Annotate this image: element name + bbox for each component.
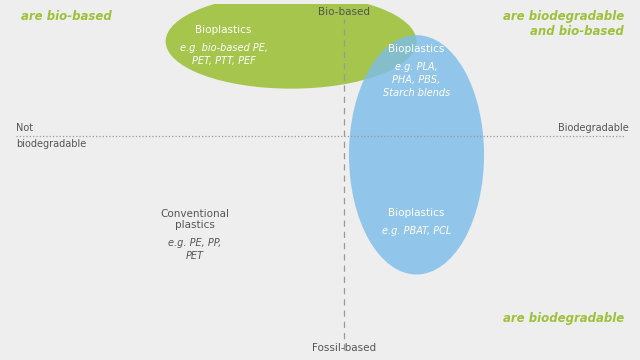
Text: Fossil-based: Fossil-based [312,343,376,353]
Text: biodegradable: biodegradable [16,139,86,149]
Text: Biodegradable: Biodegradable [558,123,628,133]
Text: Bio-based: Bio-based [318,7,370,17]
Text: e.g. PLA,
PHA, PBS,
Starch blends: e.g. PLA, PHA, PBS, Starch blends [383,62,450,98]
Text: e.g. bio-based PE,
PET, PTT, PEF: e.g. bio-based PE, PET, PTT, PEF [179,43,268,66]
Text: are bio-based: are bio-based [21,10,111,23]
Text: Conventional
plastics: Conventional plastics [160,209,229,230]
Text: Not: Not [16,123,33,133]
Text: Bioplastics: Bioplastics [388,44,445,54]
Text: are biodegradable: are biodegradable [502,312,624,325]
Ellipse shape [166,0,417,89]
Ellipse shape [349,35,484,275]
Text: e.g. PBAT, PCL: e.g. PBAT, PCL [382,226,451,236]
Text: Bioplastics: Bioplastics [195,25,252,35]
Text: are biodegradable
and bio-based: are biodegradable and bio-based [502,10,624,38]
Text: Bioplastics: Bioplastics [388,208,445,218]
Text: e.g. PE, PP,
PET: e.g. PE, PP, PET [168,238,221,261]
